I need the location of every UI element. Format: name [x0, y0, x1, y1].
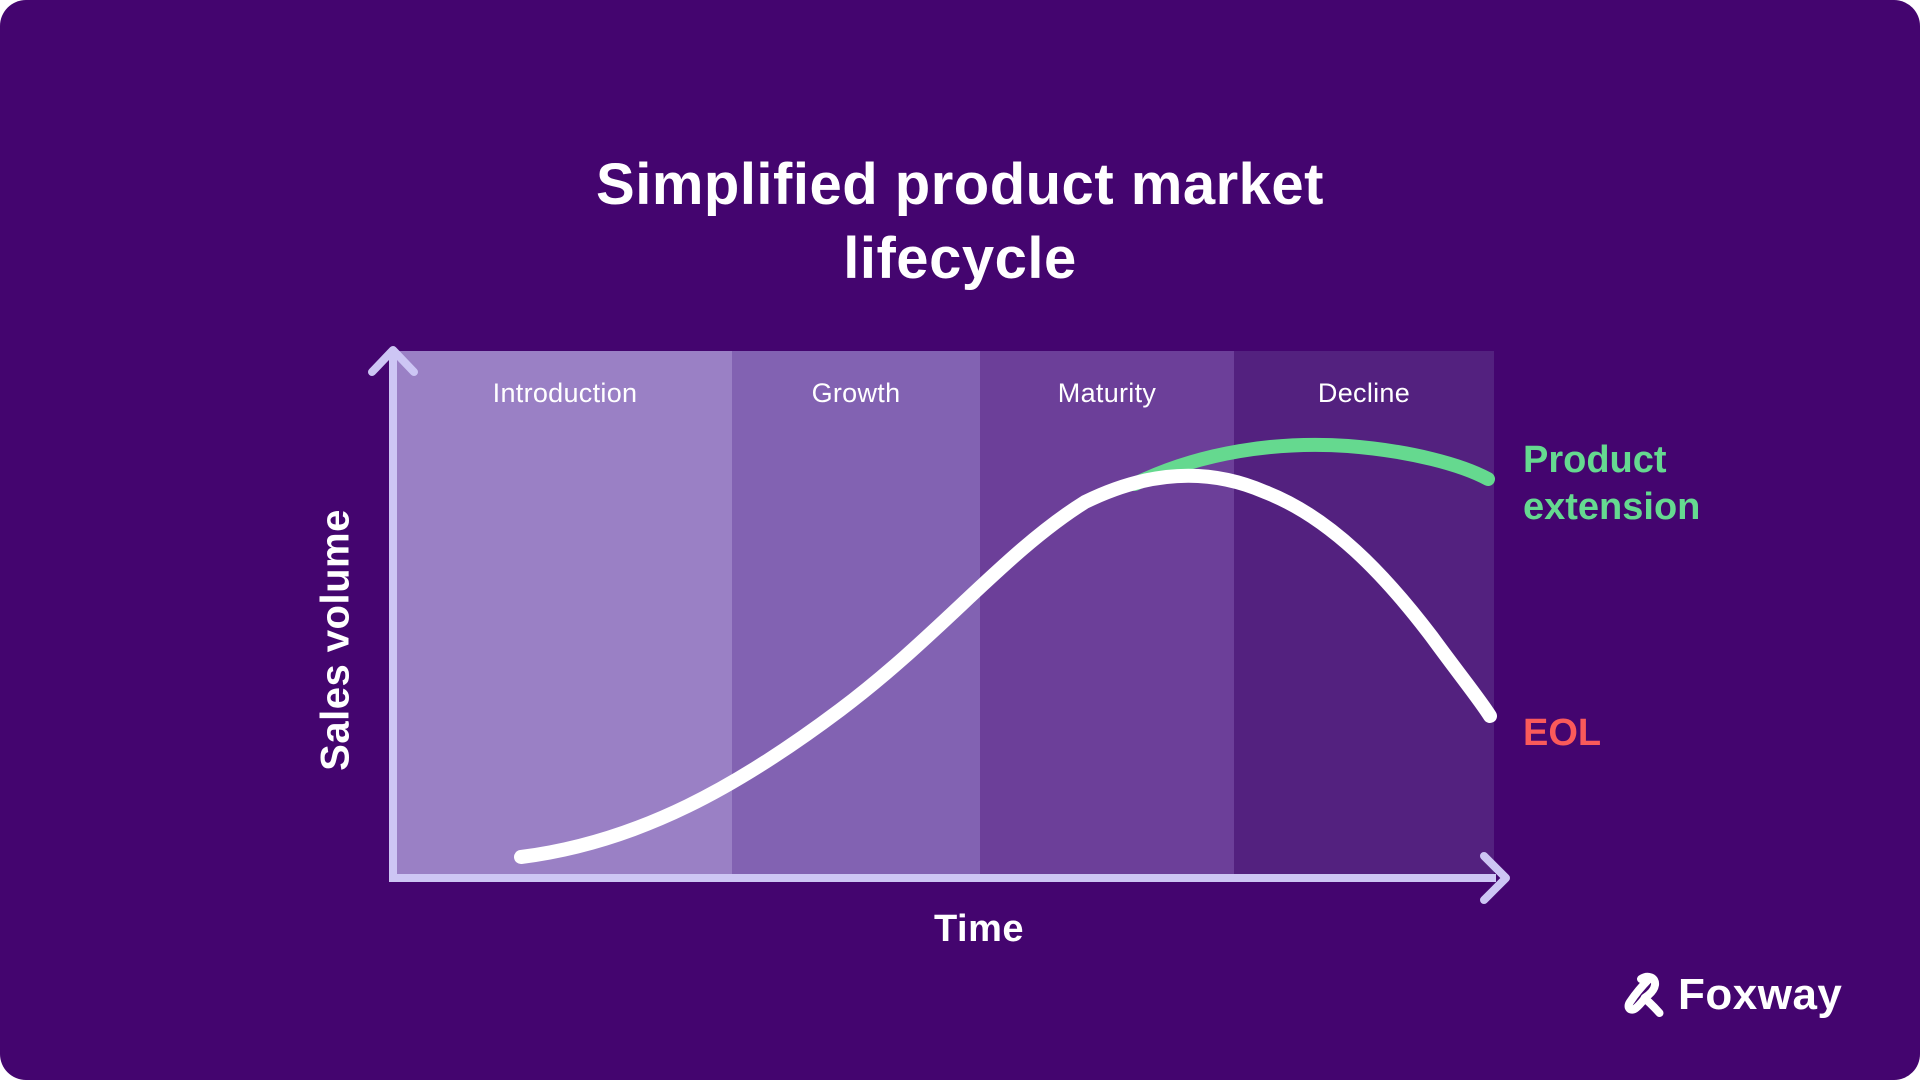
y-axis-title: Sales volume: [313, 509, 358, 771]
phase-band-decline: [1234, 351, 1494, 874]
x-axis-title: Time: [933, 908, 1025, 950]
product-lifecycle-curve: [514, 468, 1497, 864]
eol-annotation: EOL: [1523, 712, 1602, 754]
brand-logo: Foxway: [1620, 970, 1842, 1020]
foxway-mark-icon: [1624, 972, 1664, 1017]
phase-label-decline: Decline: [1317, 378, 1411, 408]
phase-band-introduction: [397, 351, 732, 874]
y-axis-arrow-icon: [368, 346, 418, 376]
x-axis-arrow-icon: [1480, 852, 1510, 904]
brand-name: Foxway: [1678, 970, 1843, 1019]
phase-label-growth: Growth: [811, 378, 901, 408]
phase-band-maturity: [980, 351, 1234, 874]
product-extension-annotation: Product extension: [1523, 439, 1701, 528]
phase-band-growth: [732, 351, 980, 874]
page-title: Simplified product market lifecycle: [596, 152, 1324, 291]
phase-label-maturity: Maturity: [1057, 378, 1157, 408]
product-extension-curve: [1128, 437, 1495, 491]
phase-label-introduction: Introduction: [492, 378, 638, 408]
